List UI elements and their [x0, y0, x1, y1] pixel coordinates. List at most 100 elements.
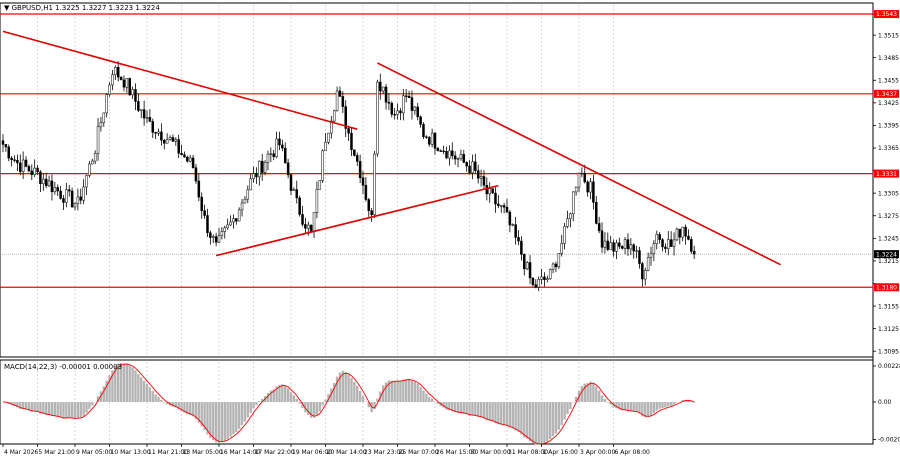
candle-body	[292, 189, 296, 191]
candle-body	[387, 101, 391, 104]
candle-body	[603, 240, 607, 248]
candle-body	[10, 157, 13, 161]
macd-histogram-bar	[281, 384, 284, 402]
candle-body	[128, 78, 131, 96]
macd-histogram-bar	[649, 402, 653, 416]
candle-body	[39, 171, 42, 184]
macd-histogram-bar	[574, 396, 578, 402]
macd-histogram-bar	[606, 402, 609, 403]
price-tick-label: 1.3515	[878, 32, 899, 39]
candle-body	[211, 236, 215, 238]
candle-body	[646, 257, 650, 271]
macd-histogram-bar	[543, 402, 546, 443]
macd-histogram-bar	[419, 386, 422, 402]
macd-histogram-bar	[364, 401, 368, 402]
candle-body	[163, 139, 166, 144]
macd-axis-ticks: 0.00228 0.00 -0.00208	[873, 363, 900, 444]
candle-body	[21, 159, 25, 172]
macd-histogram-bar	[330, 388, 333, 402]
macd-histogram-bar	[462, 402, 465, 414]
candle-body	[626, 239, 630, 250]
price-tick-label: 1.3095	[878, 348, 899, 355]
macd-histogram-bar	[658, 402, 661, 409]
candle-body	[554, 263, 558, 268]
macd-histogram-bar	[312, 402, 316, 418]
macd-histogram-bar	[151, 391, 154, 402]
candle-body	[451, 150, 454, 157]
macd-histogram-bar	[407, 379, 411, 402]
candle-body	[462, 154, 466, 163]
candle-body	[678, 228, 682, 238]
macd-histogram-bar	[68, 402, 71, 418]
candle-body	[537, 279, 540, 288]
candle-body	[577, 173, 581, 188]
macd-histogram-bar	[91, 402, 94, 406]
candle-body	[42, 178, 45, 184]
candle-body	[448, 150, 451, 159]
macd-histogram-bar	[367, 402, 370, 408]
macd-histogram-bar	[540, 402, 543, 444]
macd-histogram-bar	[335, 376, 339, 402]
candle-body	[427, 137, 431, 145]
current-price-tag	[874, 250, 899, 259]
candle-body	[142, 109, 146, 119]
macd-histogram-bar	[266, 393, 270, 402]
macd-histogram-bar	[664, 402, 667, 408]
candle-body	[499, 205, 503, 207]
macd-histogram-bar	[387, 380, 391, 402]
candle-body	[260, 160, 264, 173]
macd-histogram-bar	[324, 399, 327, 402]
macd-histogram-bar	[16, 402, 19, 408]
candle-body	[332, 110, 336, 122]
candle-body	[690, 239, 693, 252]
candle-body	[131, 89, 134, 96]
macd-histogram-bar	[445, 402, 448, 410]
macd-histogram-bar	[24, 402, 28, 410]
candle-body	[217, 235, 221, 243]
candle-body	[338, 90, 342, 97]
macd-histogram-bar	[341, 370, 345, 402]
candle-body	[154, 132, 157, 134]
candle-body	[416, 106, 419, 118]
candle-body	[111, 74, 114, 86]
macd-histogram-bar	[301, 402, 304, 409]
candle-body	[183, 154, 186, 158]
candle-body	[19, 162, 22, 172]
level-price-tag	[874, 10, 899, 19]
macd-histogram-bar	[644, 402, 647, 418]
macd-histogram-bar	[304, 402, 307, 413]
macd-histogram-bar	[675, 402, 679, 403]
macd-histogram-bar	[180, 402, 183, 412]
candle-body	[232, 218, 235, 223]
candle-body	[344, 106, 347, 129]
candle-body	[76, 196, 80, 204]
level-price-tag	[874, 283, 899, 292]
price-axis-ticks: 1.3515 1.3485 1.3455 1.3425 1.3395 1.3365 1.33…	[873, 13, 899, 355]
candle-body	[525, 262, 529, 270]
candle-body	[203, 210, 206, 216]
macd-histogram-bar	[629, 402, 633, 412]
macd-panel-frame	[0, 359, 874, 445]
candle-body	[24, 159, 28, 167]
candle-body	[364, 184, 368, 200]
candle-body	[384, 86, 388, 103]
candle-body	[517, 237, 520, 242]
macd-histogram-bar	[278, 384, 281, 402]
macd-histogram-bar	[183, 402, 186, 413]
candle-body	[505, 206, 509, 213]
macd-histogram-bar	[163, 402, 166, 403]
candle-body	[36, 167, 39, 172]
candle-body	[13, 159, 16, 161]
macd-histogram-bar	[114, 365, 117, 402]
candle-body	[453, 155, 457, 160]
trendline	[377, 62, 781, 266]
macd-histogram-bar	[508, 402, 512, 428]
macd-histogram-bar	[623, 402, 627, 411]
candle-body	[272, 153, 275, 157]
macd-histogram-bar	[73, 402, 77, 419]
macd-histogram-bar	[194, 402, 198, 419]
candle-body	[361, 177, 365, 186]
candle-body	[520, 240, 523, 255]
candle-body	[399, 110, 402, 114]
